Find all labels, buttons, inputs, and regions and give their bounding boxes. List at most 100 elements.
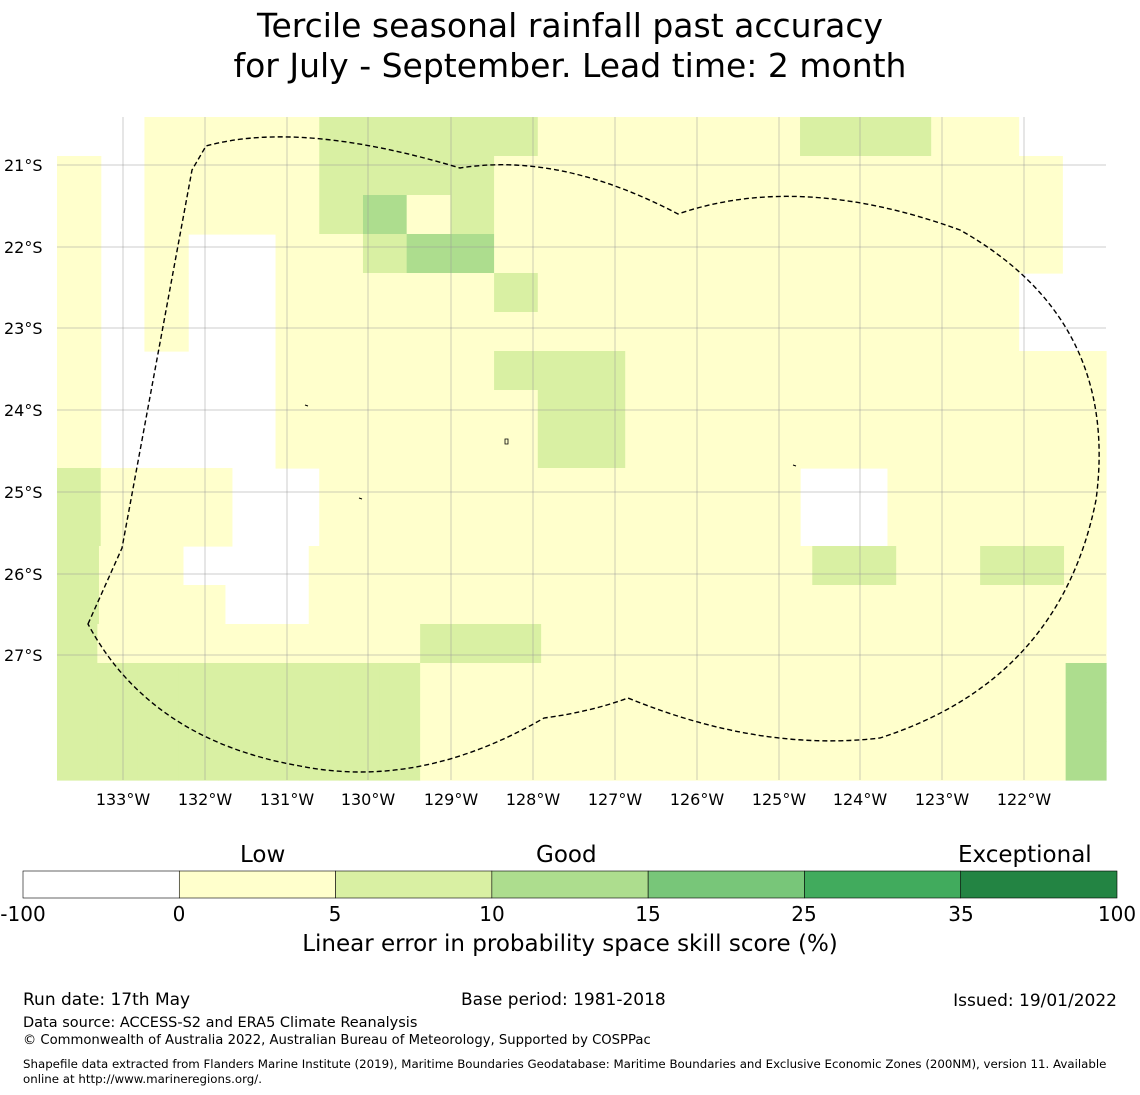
skill-cell xyxy=(686,546,729,586)
skill-cell xyxy=(1025,741,1067,781)
skill-cell xyxy=(712,273,757,313)
skill-cell xyxy=(188,468,233,508)
skill-cell xyxy=(258,624,300,664)
skill-cell xyxy=(712,429,757,469)
colorbar-tick: -100 xyxy=(0,902,46,926)
skill-cell xyxy=(843,156,889,196)
skill-cell xyxy=(541,624,583,664)
skill-cell xyxy=(494,429,539,469)
skill-cell xyxy=(931,156,976,196)
skill-cell xyxy=(494,273,539,313)
skill-cell xyxy=(581,234,626,274)
skill-cell xyxy=(931,468,976,508)
skill-cell xyxy=(144,195,189,235)
skill-cell xyxy=(581,468,626,508)
skill-cell xyxy=(984,741,1026,781)
skill-cell xyxy=(537,351,583,391)
skill-cell xyxy=(1064,585,1107,625)
skill-cell xyxy=(406,312,451,352)
skill-cell xyxy=(275,195,320,235)
skill-cell xyxy=(500,702,542,742)
skill-cell xyxy=(944,663,986,703)
skill-cell xyxy=(1025,663,1067,703)
skill-cell xyxy=(625,273,670,313)
skill-cell xyxy=(931,117,976,157)
skill-cell xyxy=(843,351,889,391)
colorbar-label: Linear error in probability space skill … xyxy=(302,931,838,957)
skill-cell xyxy=(800,429,845,469)
colorbar-segment xyxy=(960,870,1118,899)
skill-cell xyxy=(541,741,583,781)
skill-cell xyxy=(537,507,583,547)
skill-cell xyxy=(931,195,976,235)
skill-cell xyxy=(406,468,451,508)
skill-cell xyxy=(137,663,179,703)
skill-cell xyxy=(783,702,825,742)
skill-cell xyxy=(1065,624,1107,664)
skill-cell xyxy=(974,273,1020,313)
skill-cell xyxy=(339,702,381,742)
colorbar-segment xyxy=(647,870,805,899)
skill-cell xyxy=(984,702,1026,742)
skill-cell xyxy=(756,507,801,547)
skill-cell xyxy=(863,741,905,781)
skill-cell xyxy=(144,234,189,274)
skill-cell xyxy=(537,429,583,469)
skill-cell xyxy=(887,312,932,352)
skill-cell xyxy=(450,195,495,235)
lon-label: 132°W xyxy=(178,790,233,809)
skill-cell xyxy=(140,546,184,586)
skill-cell xyxy=(97,702,139,742)
skill-cell xyxy=(668,117,714,157)
skill-cell xyxy=(57,663,98,703)
skill-cell xyxy=(823,624,865,664)
skill-cell xyxy=(863,663,905,703)
skill-cell xyxy=(581,312,626,352)
skill-cell xyxy=(904,663,946,703)
skill-cell xyxy=(494,468,539,508)
skill-cell xyxy=(625,312,670,352)
skill-cell xyxy=(621,702,663,742)
skill-cell xyxy=(379,624,421,664)
skill-cell xyxy=(319,351,364,391)
skill-cell xyxy=(625,429,670,469)
skill-cell xyxy=(137,624,179,664)
skill-cell xyxy=(581,156,626,196)
skill-cell xyxy=(57,195,102,235)
skill-cell xyxy=(742,741,784,781)
skill-cell xyxy=(625,195,670,235)
shapefile-credit: Shapefile data extracted from Flanders M… xyxy=(23,1057,1107,1086)
skill-cell xyxy=(931,234,976,274)
skill-cell xyxy=(57,351,102,391)
skill-cell xyxy=(231,195,277,235)
skill-cell xyxy=(931,429,976,469)
skill-cell xyxy=(57,156,102,196)
lat-label: 23°S xyxy=(4,319,43,338)
skill-cell xyxy=(362,351,408,391)
lon-label: 125°W xyxy=(752,790,807,809)
skill-cell xyxy=(974,507,1020,547)
skill-cell xyxy=(98,546,142,586)
skill-cell xyxy=(644,546,687,586)
skill-cell xyxy=(843,429,889,469)
skill-cell xyxy=(931,507,976,547)
skill-cell xyxy=(178,702,219,742)
map-title-line-1: Tercile seasonal rainfall past accuracy xyxy=(256,6,884,45)
skill-cell xyxy=(581,507,626,547)
skill-cell xyxy=(668,507,714,547)
lat-label: 26°S xyxy=(4,565,43,584)
skill-cell xyxy=(581,351,626,391)
skill-cell xyxy=(863,624,905,664)
skill-cell xyxy=(800,117,845,157)
skill-cell xyxy=(1025,702,1067,742)
skill-cell xyxy=(1062,507,1107,547)
colorbar-tick: 100 xyxy=(1097,902,1137,926)
skill-cell xyxy=(406,273,451,313)
skill-cell xyxy=(931,312,976,352)
skill-cell xyxy=(668,273,714,313)
skill-cell xyxy=(494,312,539,352)
skill-cell xyxy=(581,702,623,742)
skill-cell xyxy=(494,351,539,391)
skill-cell xyxy=(756,234,801,274)
data-source: Data source: ACCESS-S2 and ERA5 Climate … xyxy=(23,1015,418,1031)
